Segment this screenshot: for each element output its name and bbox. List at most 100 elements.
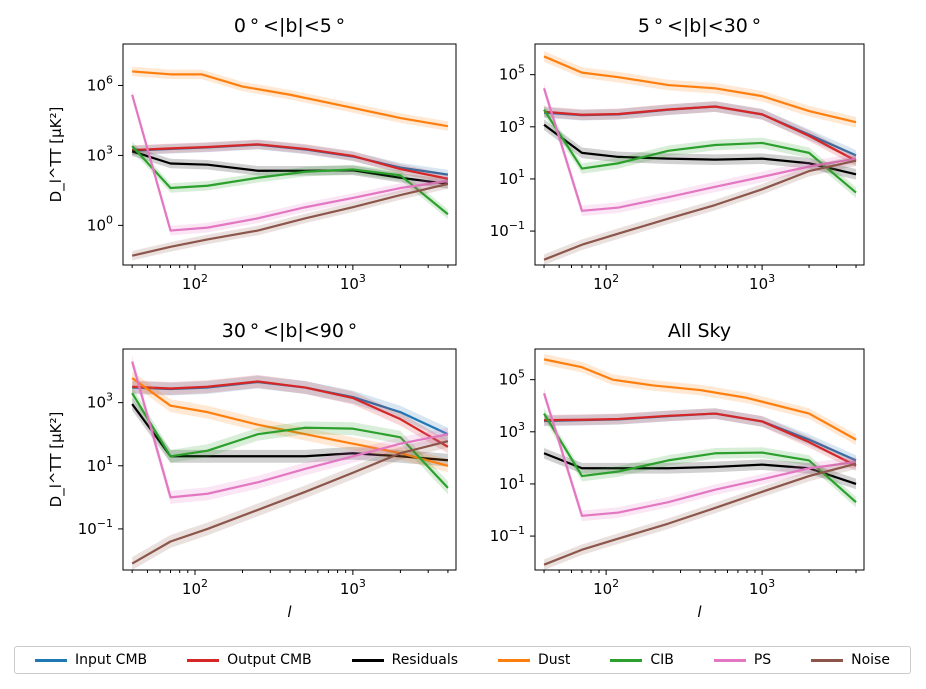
band-input-cmb <box>544 408 857 466</box>
band-input-cmb <box>132 139 448 180</box>
legend-swatch <box>713 658 746 662</box>
legend-swatch <box>811 658 844 662</box>
x-tick-label: 102 <box>593 272 619 293</box>
legend-item-noise: Noise <box>811 652 890 668</box>
y-tick-label: 101 <box>87 454 113 475</box>
line-dust <box>543 358 857 441</box>
x-tick-label: 102 <box>182 272 208 293</box>
band-noise <box>132 434 448 570</box>
x-axis-label: l <box>697 603 702 621</box>
x-tick-label: 102 <box>593 577 619 598</box>
legend-item-input-cmb: Input CMB <box>34 652 148 668</box>
line-ps <box>542 392 857 517</box>
line-cib <box>543 413 857 503</box>
line-noise <box>543 159 857 261</box>
legend-item-cib: CIB <box>610 652 674 668</box>
legend-item-ps: PS <box>713 652 772 668</box>
line-noise <box>131 440 449 565</box>
band-input-cmb <box>132 375 448 441</box>
band-input-cmb <box>544 101 857 161</box>
band-cib <box>544 408 857 508</box>
y-tick-label: 10−1 <box>490 219 525 240</box>
legend-item-residuals: Residuals <box>351 652 459 668</box>
y-tick-label: 101 <box>499 472 525 493</box>
band-output-cmb <box>544 101 857 167</box>
y-tick-label: 105 <box>499 63 525 84</box>
line-ps <box>542 87 857 212</box>
y-tick-label: 106 <box>87 73 113 94</box>
y-tick-label: 103 <box>499 115 525 136</box>
legend-item-output-cmb: Output CMB <box>187 652 312 668</box>
legend-swatch <box>187 658 220 662</box>
y-axis-label: D_l^TT [μK²] <box>47 107 66 203</box>
legend-swatch <box>610 658 643 662</box>
legend-item-dust: Dust <box>497 652 571 668</box>
band-residuals <box>132 146 448 189</box>
y-tick-label: 103 <box>499 420 525 441</box>
axes-frame <box>534 43 865 266</box>
plot-area <box>542 51 857 265</box>
legend-label: Input CMB <box>74 652 148 668</box>
y-axis-label: D_l^TT [μK²] <box>47 412 66 508</box>
line-dust <box>131 377 449 467</box>
legend: Input CMB Output CMB Residuals Dust CIB … <box>14 646 911 674</box>
x-tick-label: 103 <box>340 577 366 598</box>
y-tick-label: 10−1 <box>490 524 525 545</box>
line-dust <box>543 55 857 124</box>
y-tick-label: 100 <box>87 213 113 234</box>
x-tick-label: 103 <box>340 272 366 293</box>
x-tick-label: 103 <box>749 577 775 598</box>
line-residuals <box>131 150 449 186</box>
band-residuals <box>544 447 857 490</box>
line-cib <box>131 392 449 489</box>
line-ps <box>131 361 449 499</box>
y-tick-label: 105 <box>499 368 525 389</box>
band-dust <box>544 354 857 445</box>
panel-1: 102 103 100 103 106 0 ° <|b|<5 ° D_l^TT [μK²] <box>47 15 457 293</box>
plot-area <box>131 355 449 570</box>
line-cib <box>131 145 449 216</box>
line-residuals <box>543 452 857 485</box>
band-residuals <box>544 119 857 180</box>
y-tick-label: 103 <box>87 143 113 164</box>
legend-swatch <box>497 658 530 662</box>
legend-label: CIB <box>650 652 674 668</box>
legend-label: PS <box>753 652 772 668</box>
axes-frame <box>122 43 457 266</box>
line-noise <box>543 462 857 566</box>
line-dust <box>132 70 449 128</box>
line-noise <box>131 182 449 257</box>
panel-2: 102 103 10−1 101 103 105 5 ° <|b|<30 ° <box>490 15 865 293</box>
band-cib <box>544 104 857 198</box>
line-output-cmb <box>544 412 857 467</box>
panel-title: 30 ° <|b|<90 ° <box>222 320 357 342</box>
panel-title: 5 ° <|b|<30 ° <box>638 15 761 37</box>
legend-label: Residuals <box>391 652 459 668</box>
legend-swatch <box>351 658 384 662</box>
x-axis-label: l <box>287 603 292 621</box>
line-residuals <box>543 123 857 176</box>
line-output-cmb <box>132 380 449 448</box>
line-ps <box>131 94 449 232</box>
axes-frame <box>534 348 865 571</box>
line-output-cmb <box>543 105 857 162</box>
panel-4: 102 103 10−1 101 103 105 All Sky l <box>490 320 865 621</box>
band-output-cmb <box>132 139 448 184</box>
x-tick-label: 102 <box>182 577 208 598</box>
band-output-cmb <box>544 408 857 472</box>
legend-label: Dust <box>537 652 571 668</box>
panel-title: 0 ° <|b|<5 ° <box>234 15 345 37</box>
x-tick-label: 103 <box>749 272 775 293</box>
y-tick-label: 10−1 <box>78 517 113 538</box>
band-output-cmb <box>132 374 448 454</box>
line-output-cmb <box>132 143 449 180</box>
legend-swatch <box>34 658 67 662</box>
plot-area <box>131 66 449 261</box>
axes-frame <box>122 348 457 571</box>
legend-label: Noise <box>851 652 890 668</box>
panel-title: All Sky <box>668 320 731 342</box>
band-residuals <box>132 397 448 467</box>
plot-area <box>542 354 857 570</box>
panel-3: 102 103 10−1 101 103 30 ° <|b|<90 ° l D_l^TT [μ… <box>47 320 457 621</box>
